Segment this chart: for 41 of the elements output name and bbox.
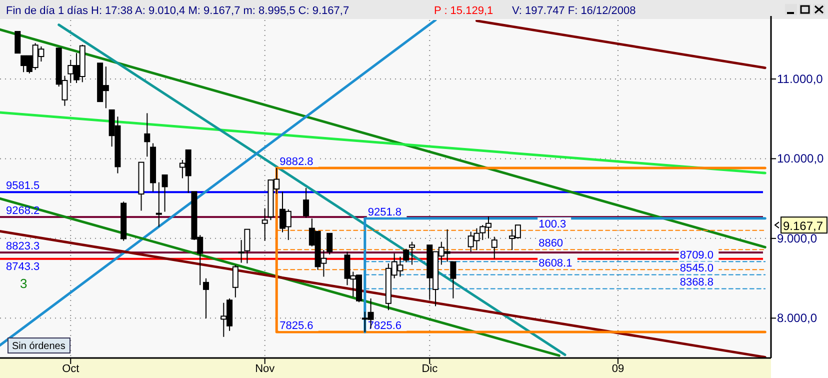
candlestick bbox=[232, 264, 238, 298]
annotation: 8608.1 bbox=[538, 258, 572, 270]
text: V: 197.747 F: 16/12/2008 bbox=[512, 5, 636, 17]
ref-line-label: 9268.2 bbox=[6, 205, 40, 218]
annotation: 8709.0 bbox=[680, 250, 714, 262]
x-tick-label: Nov bbox=[255, 363, 276, 375]
annotation: 7825.6 bbox=[368, 320, 402, 332]
annotation: 100.3 bbox=[538, 218, 566, 230]
x-tick-label: Oct bbox=[62, 363, 80, 375]
ref-line-label: 9581.5 bbox=[6, 180, 40, 192]
candlestick bbox=[262, 208, 268, 242]
x-tick-label: 09 bbox=[612, 363, 624, 375]
annotation: Sin órdenes bbox=[12, 341, 66, 352]
ref-line-label: 8823.3 bbox=[6, 240, 40, 253]
candlestick bbox=[403, 248, 410, 263]
text: 9.167,7 bbox=[783, 219, 824, 234]
annotation: 8368.8 bbox=[680, 276, 714, 289]
annotation: 8545.0 bbox=[680, 262, 714, 275]
candlestick bbox=[491, 236, 498, 259]
annotation: 9882.8 bbox=[280, 156, 314, 168]
text: P : 15.129,1 bbox=[434, 5, 494, 17]
y-tick-label: 10.000,0 bbox=[777, 152, 824, 166]
candlestick bbox=[162, 174, 168, 212]
candlestick bbox=[408, 241, 415, 266]
annotation: 8860 bbox=[538, 238, 564, 250]
candlestick bbox=[326, 232, 333, 255]
candlestick bbox=[202, 278, 209, 319]
x-tick-label: Dic bbox=[422, 363, 438, 375]
chart-title: Fin de día 1 días H: 17:38 A: 9.010,4 M: 9.167,7 m: 8.995,5 C: 9.167,7 bbox=[6, 5, 350, 17]
annotation: 3 bbox=[20, 276, 28, 291]
candlestick bbox=[156, 182, 162, 228]
candlestick bbox=[450, 261, 456, 299]
candlestick bbox=[144, 112, 150, 158]
candlestick bbox=[303, 187, 310, 218]
y-tick-label: 11.000,0 bbox=[777, 72, 824, 86]
y-tick-label: 9.000,0 bbox=[777, 231, 818, 246]
annotation: 9251.8 bbox=[368, 206, 402, 218]
ref-line-label: 8743.3 bbox=[6, 260, 40, 273]
y-tick-label: 8.000,0 bbox=[777, 311, 818, 326]
candlestick bbox=[14, 30, 21, 54]
annotation: 7825.6 bbox=[280, 320, 314, 332]
